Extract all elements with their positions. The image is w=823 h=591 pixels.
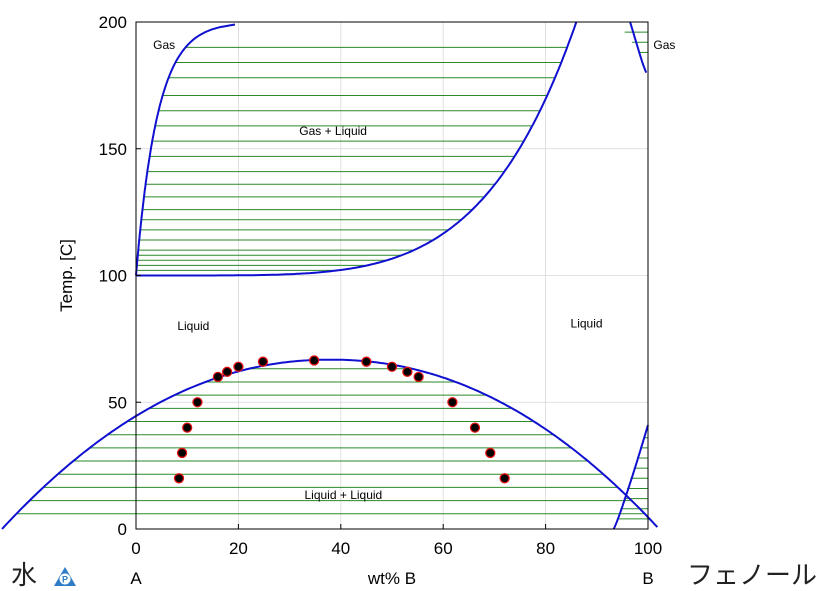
- p-logo-icon: P: [54, 567, 76, 586]
- region-label: Gas: [153, 38, 175, 52]
- lle-binodal-curve: [1, 358, 659, 530]
- x-tick-label: 60: [434, 539, 453, 558]
- x-tick-label: 100: [634, 539, 662, 558]
- data-point: [386, 361, 398, 372]
- region-label: Gas: [653, 38, 675, 52]
- x-tick-label: 0: [131, 539, 140, 558]
- region-labels: Gas Gas + Liquid Gas Liquid Liquid Liquid + L…: [153, 38, 675, 502]
- data-point: [447, 397, 458, 408]
- data-point: [485, 447, 496, 459]
- right-gas-boundary: [629, 21, 648, 73]
- data-point: [233, 361, 244, 372]
- data-point: [192, 397, 203, 408]
- data-point: [499, 473, 510, 484]
- y-tick-label: 200: [99, 13, 127, 32]
- x-axis-label: wt% B: [367, 569, 416, 588]
- y-tick-label: 50: [108, 393, 127, 412]
- region-label: Liquid: [571, 317, 603, 331]
- dew-point-curve: [135, 23, 236, 276]
- tie-lines: [16, 31, 648, 520]
- y-tick-label: 150: [99, 140, 127, 159]
- phase-boundaries: [1, 21, 659, 530]
- data-point: [257, 356, 269, 367]
- data-point: [212, 371, 224, 383]
- svg-text:P: P: [62, 575, 68, 585]
- data-point: [221, 366, 233, 377]
- axis-ticks: 0 20 40 60 80 100 0 50 100 150 200: [99, 13, 663, 558]
- x-tick-label: 40: [331, 539, 350, 558]
- y-axis-label: Temp. [C]: [57, 239, 76, 312]
- x-tick-label: 20: [229, 539, 248, 558]
- compound-left-name: 水: [11, 561, 38, 591]
- data-point: [182, 422, 193, 433]
- compound-right-name: フェノール: [687, 561, 818, 591]
- data-point: [173, 473, 185, 484]
- measured-points: [173, 355, 510, 484]
- bubble-point-curve: [136, 21, 578, 277]
- region-label: Gas + Liquid: [299, 124, 367, 138]
- y-tick-label: 0: [118, 520, 127, 539]
- data-point: [413, 371, 424, 383]
- y-tick-label: 100: [99, 267, 127, 286]
- region-label: Liquid + Liquid: [304, 488, 382, 502]
- data-point: [361, 356, 372, 367]
- component-a-label: A: [130, 569, 142, 588]
- data-point: [176, 447, 188, 459]
- data-point: [402, 366, 413, 377]
- data-point: [309, 355, 320, 366]
- component-b-label: B: [642, 569, 653, 588]
- data-point: [469, 422, 481, 433]
- right-liquid-boundary: [612, 424, 649, 530]
- x-tick-label: 80: [536, 539, 555, 558]
- region-label: Liquid: [177, 319, 209, 333]
